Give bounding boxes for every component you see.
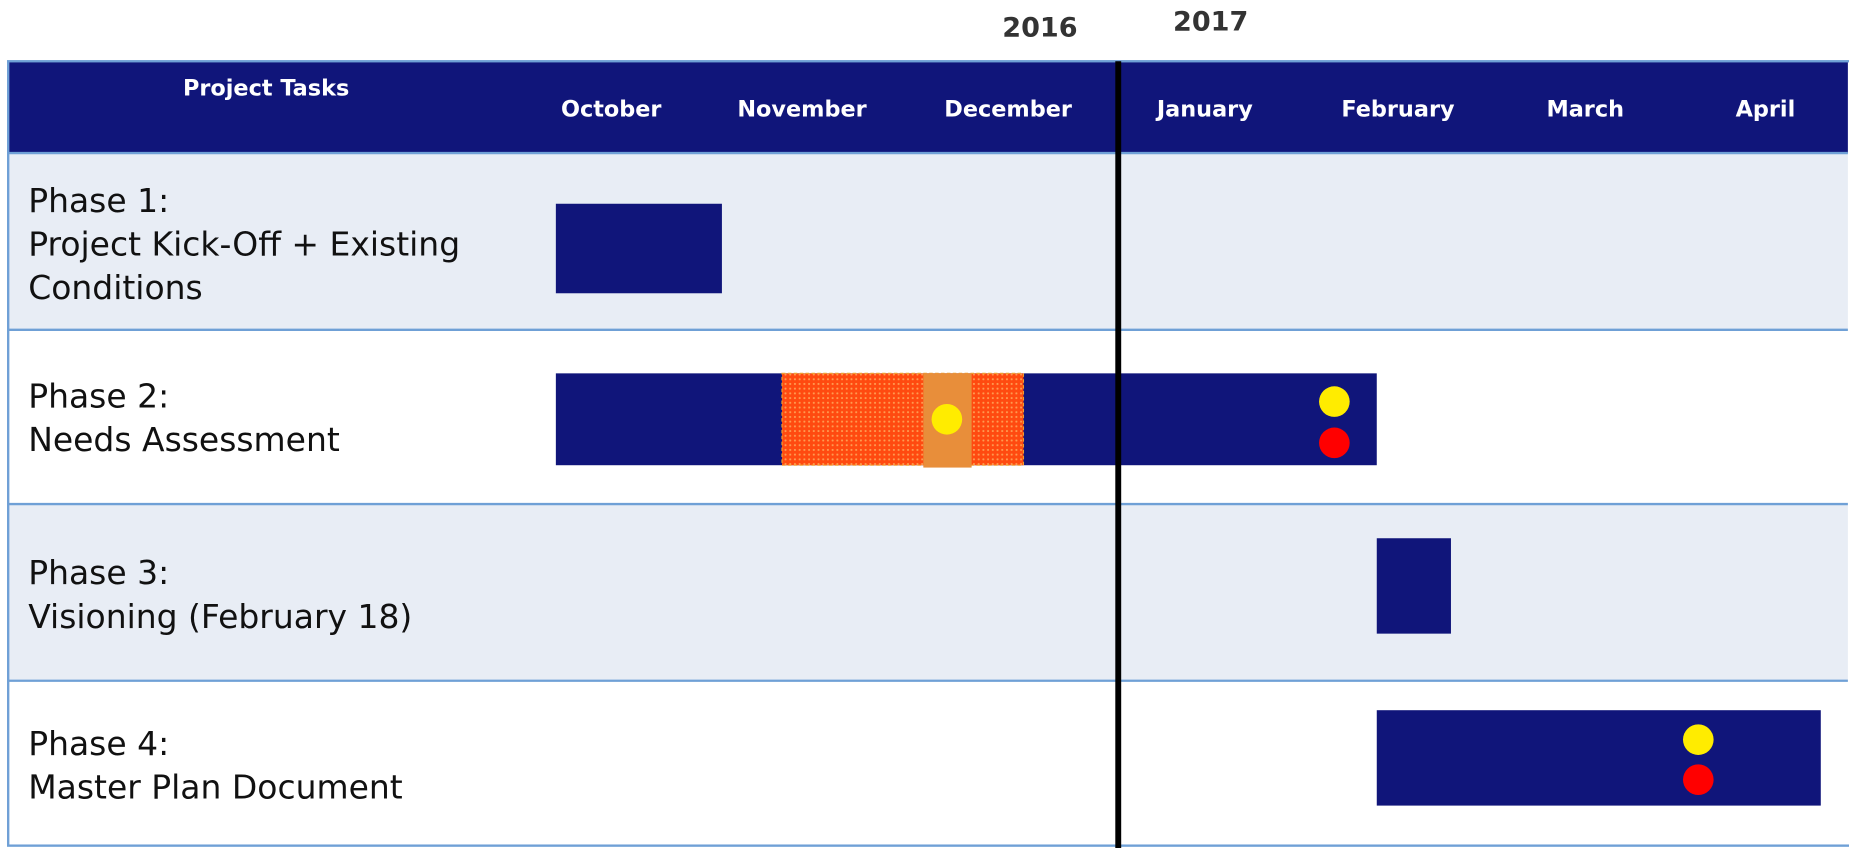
- year-label: 2017: [1173, 7, 1248, 38]
- milestone-yellow: [1682, 724, 1714, 755]
- task-bar: [1376, 710, 1821, 806]
- phase-label: Phase 4:: [28, 724, 169, 763]
- phase-label: Phase 2:: [28, 377, 169, 416]
- month-label: November: [737, 97, 866, 123]
- task-bar: [1376, 538, 1451, 634]
- phase-label: Phase 1:: [28, 181, 169, 220]
- table-border: [7, 60, 1849, 847]
- month-label: October: [561, 97, 662, 123]
- month-label: January: [1155, 97, 1253, 123]
- task-bar: [555, 203, 722, 294]
- header-title: Project Tasks: [183, 75, 349, 101]
- phase-label: Master Plan Document: [28, 768, 403, 807]
- year-divider: [1115, 61, 1122, 848]
- phase-label: Project Kick-Off + Existing: [28, 225, 460, 264]
- row-bg: [8, 153, 1848, 330]
- month-label: February: [1341, 97, 1455, 123]
- month-label: December: [944, 97, 1072, 123]
- milestone-red: [1682, 764, 1714, 795]
- phase-label: Phase 3:: [28, 553, 169, 592]
- milestone-yellow: [931, 403, 963, 435]
- phase-label: Needs Assessment: [28, 420, 340, 459]
- milestone-yellow: [1319, 386, 1350, 417]
- phase-label: Visioning (February 18): [28, 597, 412, 636]
- year-label: 2016: [1002, 13, 1077, 44]
- month-label: March: [1546, 97, 1624, 123]
- phase-label: Conditions: [28, 268, 203, 307]
- header-band: [8, 61, 1848, 154]
- month-label: April: [1736, 97, 1796, 123]
- milestone-red: [1319, 427, 1350, 459]
- row-bg: [8, 504, 1848, 681]
- highlight-area: [781, 372, 1025, 466]
